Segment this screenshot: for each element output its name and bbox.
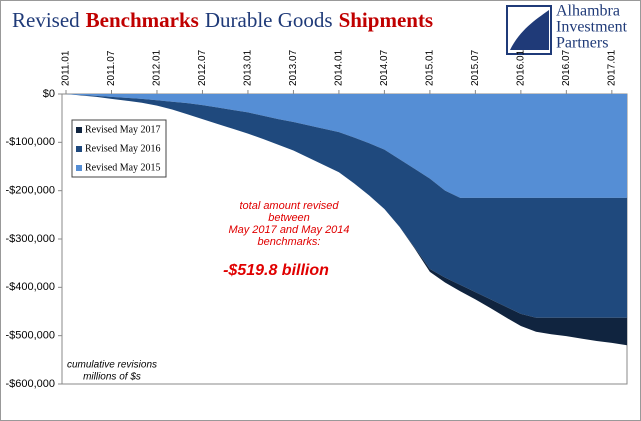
- x-tick-label: 2016.01: [516, 49, 527, 86]
- title-part: Shipments: [339, 8, 434, 32]
- logo-text: Alhambra: [556, 3, 620, 20]
- x-tick-label: 2016.07: [561, 49, 572, 86]
- x-tick-label: 2013.01: [243, 49, 254, 86]
- areas: [66, 94, 627, 346]
- x-tick-label: 2011.01: [61, 50, 72, 86]
- x-tick-label: 2015.07: [470, 49, 481, 86]
- y-tick-label: -$500,000: [5, 330, 55, 342]
- legend-swatch: [76, 146, 82, 152]
- annotation: between: [268, 212, 310, 224]
- x-tick-label: 2014.01: [334, 49, 345, 86]
- annotation: benchmarks:: [258, 236, 321, 248]
- title-part: Durable Goods: [205, 8, 333, 32]
- x-tick-label: 2015.01: [425, 49, 436, 86]
- y-tick-label: -$400,000: [5, 281, 55, 293]
- logo: [506, 5, 552, 55]
- y-tick-label: -$300,000: [5, 233, 55, 245]
- x-tick-label: 2011.07: [106, 50, 117, 86]
- logo-text: Partners: [556, 35, 608, 52]
- x-tick-label: 2012.01: [152, 49, 163, 86]
- x-tick-label: 2017.01: [606, 49, 617, 86]
- x-tick-label: 2014.07: [379, 49, 390, 86]
- area: [66, 94, 627, 198]
- y-tick-label: $0: [43, 88, 55, 100]
- legend-label: Revised May 2015: [85, 162, 161, 173]
- legend-box: [71, 119, 167, 178]
- annotation-total: -$519.8 billion: [223, 262, 329, 279]
- y-tick-label: -$200,000: [5, 185, 55, 197]
- area: [66, 94, 627, 346]
- legend: Revised May 2017 Revised May 2016 Revised …: [71, 119, 167, 178]
- x-tick-label: 2013.07: [288, 49, 299, 86]
- logo-text: Investment: [556, 19, 628, 36]
- chart-title: Revised Benchmarks Durable Goods Shipments: [12, 8, 433, 32]
- y-tick-label: -$600,000: [5, 378, 55, 390]
- annotation: May 2017 and May 2014: [228, 224, 349, 236]
- legend-label: Revised May 2016: [85, 143, 161, 154]
- logo-swoosh: [510, 10, 549, 50]
- title-part: Revised: [12, 8, 80, 32]
- legend-swatch: [76, 165, 82, 171]
- area: [66, 94, 627, 318]
- legend-label: Revised May 2017: [85, 124, 161, 135]
- legend-swatch: [76, 127, 82, 133]
- title-part: Benchmarks: [86, 8, 199, 32]
- annotation: total amount revised: [239, 200, 339, 212]
- note: millions of $s: [83, 372, 141, 383]
- note: cumulative revisions: [67, 360, 157, 371]
- y-tick-label: -$100,000: [5, 136, 55, 148]
- x-tick-label: 2012.07: [197, 49, 208, 86]
